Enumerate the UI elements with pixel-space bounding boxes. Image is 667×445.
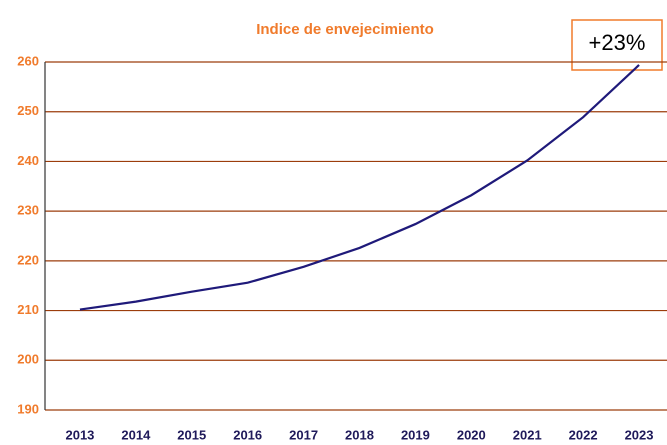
annotation-box	[571, 19, 663, 71]
x-tick-label: 2013	[65, 427, 94, 442]
y-tick-label: 240	[17, 153, 39, 168]
annotation: +23%	[589, 30, 646, 55]
y-tick-label: 260	[17, 53, 39, 68]
y-tick-label: 190	[17, 401, 39, 416]
x-tick-label: 2023	[625, 427, 654, 442]
x-tick-label: 2019	[401, 427, 430, 442]
y-tick-label: 210	[17, 302, 39, 317]
x-tick-label: 2017	[289, 427, 318, 442]
y-tick-label: 230	[17, 203, 39, 218]
chart-title: Indice de envejecimiento	[256, 21, 434, 38]
x-tick-label: 2022	[569, 427, 598, 442]
x-tick-label: 2018	[345, 427, 374, 442]
x-tick-label: 2016	[233, 427, 262, 442]
x-tick-label: 2014	[121, 427, 151, 442]
y-tick-label: 250	[17, 103, 39, 118]
line-series	[79, 64, 640, 311]
x-tick-label: 2020	[457, 427, 486, 442]
x-tick-label: 2015	[177, 427, 206, 442]
x-tick-label: 2021	[513, 427, 542, 442]
y-tick-label: 220	[17, 252, 39, 267]
y-tick-label: 200	[17, 352, 39, 367]
